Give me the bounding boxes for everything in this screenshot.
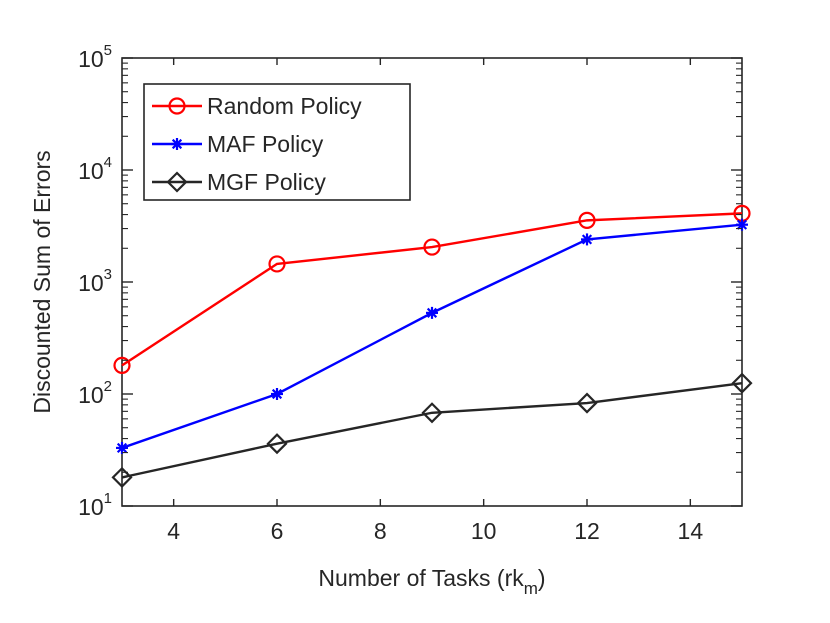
data-point-maf-policy [271,388,283,400]
x-axis-label: Number of Tasks (rkm) [318,565,545,598]
legend-item-maf-policy: MAF Policy [152,131,324,157]
data-point-random-policy [578,211,596,229]
data-point-mgf-policy [421,402,443,424]
asterisk-stroke [736,219,748,230]
legend-label: MAF Policy [207,131,324,157]
data-point-random-policy [113,356,131,375]
x-axis-label-tail: ) [538,565,546,591]
legend-marker [171,138,183,150]
y-tick-label: 101 [78,490,112,520]
x-axis-label-subscript: m [524,579,538,598]
asterisk-stroke [581,234,593,245]
x-tick-label: 12 [574,518,600,544]
x-tick-label: 6 [271,518,284,544]
data-point-maf-policy [581,233,593,246]
y-axis: 101 102 103 104 105 [78,42,742,520]
legend-item-mgf-policy: MGF Policy [152,169,326,195]
data-point-mgf-policy [111,466,133,488]
data-point-random-policy [268,255,286,273]
y-tick-label: 105 [78,42,112,72]
y-tick-label: 103 [78,266,112,296]
series-layer [111,204,753,488]
asterisk-stroke [271,388,283,400]
legend: Random Policy MAF Policy MGF Policy [143,83,411,201]
series-mgf-policy [111,372,753,488]
y-tick-label: 102 [78,378,112,408]
x-tick-label: 10 [471,518,497,544]
asterisk-stroke [116,442,128,454]
data-point-mgf-policy [576,392,598,414]
legend-box [143,83,411,201]
legend-label: Random Policy [207,93,362,119]
data-point-random-policy [423,238,441,256]
x-tick-label: 14 [678,518,704,544]
legend-marker [166,171,188,193]
legend-label: MGF Policy [207,169,326,195]
asterisk-stroke [171,138,183,150]
y-axis-label: Discounted Sum of Errors [29,150,55,413]
data-point-maf-policy [426,306,438,319]
x-tick-label: 8 [374,518,387,544]
data-point-mgf-policy [266,433,288,455]
legend-marker [168,97,186,115]
series-random-policy [113,204,751,375]
data-point-maf-policy [116,441,128,454]
series-line-mgf-policy [121,381,743,479]
y-tick-label: 104 [78,154,112,184]
legend-item-random-policy: Random Policy [152,93,362,119]
series-maf-policy [116,218,748,454]
asterisk-stroke [426,307,438,318]
series-line-random-policy [121,212,743,367]
x-tick-label: 4 [167,518,180,544]
x-axis-label-main: Number of Tasks (rk [318,565,524,591]
data-point-mgf-policy [731,372,753,394]
x-axis: 4 6 8 10 12 14 [167,58,703,544]
